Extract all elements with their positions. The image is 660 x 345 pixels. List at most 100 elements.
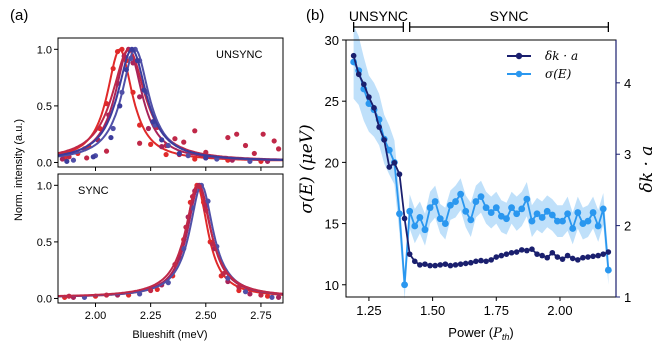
deltak-data-point-11 <box>406 251 413 257</box>
panel-a-label: (a) <box>10 7 29 24</box>
panel-a-xlabel: Blueshift (meV) <box>132 329 207 341</box>
sigma-data-point-46 <box>584 217 592 225</box>
deltak-data-point-33 <box>518 247 525 253</box>
panel-a-top-data-point-2-11 <box>225 134 231 141</box>
deltak-data-point-35 <box>529 246 535 252</box>
deltak-data-point-22 <box>462 260 469 267</box>
deltak-data-point-17 <box>437 262 444 268</box>
panel-b-xtick-label-1: 1.50 <box>420 303 445 318</box>
deltak-data-point-0 <box>350 52 357 59</box>
sigma-data-point-20 <box>452 198 459 205</box>
panel-a-top-data-point-4-6 <box>134 58 141 64</box>
panel-a-bottom-data-point-3-8 <box>209 241 216 247</box>
panel-a-top-data-point-0-11 <box>148 141 154 147</box>
panel-a-bottom-data-point-2-6 <box>205 198 211 204</box>
panel-a-top-data-point-2-8 <box>192 128 198 134</box>
panel-a-top-data-point-3-2 <box>110 125 116 132</box>
panel-b-ytick-right-label-2: 3 <box>624 147 631 162</box>
deltak-data-point-31 <box>508 249 515 256</box>
panel-a-top-data-point-0-10 <box>137 122 143 128</box>
deltak-data-point-26 <box>483 258 489 265</box>
panel-a-ylabel: Norm. intensity (a.u.) <box>13 119 25 221</box>
deltak-data-point-24 <box>473 258 479 265</box>
panel-a-top-data-point-0-12 <box>163 151 169 158</box>
deltak-data-point-14 <box>422 261 428 267</box>
panel-a-bottom-data-point-3-7 <box>203 207 209 213</box>
deltak-data-point-4 <box>371 105 377 111</box>
panel-a-top-data-point-2-15 <box>260 131 266 137</box>
sigma-data-point-14 <box>421 226 429 234</box>
sigma-data-point-23 <box>467 216 475 224</box>
deltak-data-point-32 <box>513 249 520 255</box>
panel-a-top-data-point-4-1 <box>90 154 96 160</box>
panel-a-top-data-point-2-12 <box>234 131 240 137</box>
sigma-data-point-36 <box>533 210 541 218</box>
panel-a-top-data-point-4-0 <box>64 158 70 164</box>
panel-a-top-data-point-0-13 <box>192 156 198 162</box>
deltak-data-point-42 <box>564 252 571 259</box>
deltak-data-point-49 <box>600 251 607 257</box>
panel-a-bottom-frame <box>57 173 284 304</box>
panel-b: 10 15 20 25 30 1 2 3 4 1.25 1.50 1.75 2.00 Power (Pth… <box>297 8 657 342</box>
sigma-data-point-49 <box>599 205 607 213</box>
panel-a-bottom-data-point-3-5 <box>189 194 196 200</box>
panel-a-bottom-fit-curve-1 <box>58 184 283 298</box>
panel-a-top: 0.0 0.5 1.0 UNSYNC <box>37 37 284 171</box>
sigma-data-point-50 <box>604 266 612 274</box>
panel-a-bottom-data-point-1-11 <box>275 294 282 300</box>
sigma-data-point-30 <box>503 215 510 223</box>
panel-b-ytick-right-label-3: 4 <box>624 76 631 91</box>
panel-a-bottom-data-point-1-10 <box>247 291 253 297</box>
deltak-data-point-13 <box>417 262 423 268</box>
sigma-data-point-47 <box>589 209 597 216</box>
sigma-data-point-35 <box>528 217 536 225</box>
panel-b-ylabel-left: σ(E) (μeV) <box>297 124 317 213</box>
deltak-data-point-36 <box>534 251 540 257</box>
panel-a-bottom-fit-curve-3 <box>58 184 283 297</box>
panel-a-top-data-point-4-9 <box>159 137 165 143</box>
sigma-data-point-43 <box>569 225 577 232</box>
deltak-data-point-21 <box>457 261 464 267</box>
panel-b-ytick-left-label-4: 30 <box>325 33 339 48</box>
sigma-data-point-45 <box>579 220 587 227</box>
sigma-data-point-24 <box>472 198 480 205</box>
panel-a-bottom-data-point-3-1 <box>103 292 110 298</box>
panel-a-top-ytick-label-0: 0.0 <box>37 157 52 169</box>
sigma-data-point-10 <box>401 281 408 289</box>
deltak-data-point-2 <box>361 81 367 88</box>
panel-b-ytick-right-label-1: 2 <box>624 219 631 234</box>
panel-a-top-data-point-1-0 <box>59 156 66 162</box>
deltak-data-point-44 <box>574 257 581 263</box>
panel-a-top-data-point-3-3 <box>119 89 125 95</box>
sigma-data-point-13 <box>416 214 424 221</box>
panel-b-ylabel-right: δk · a <box>637 146 657 193</box>
panel-a-bottom-xtick-label-2: 2.50 <box>195 310 216 322</box>
sigma-data-point-15 <box>426 204 434 212</box>
sigma-data-point-42 <box>564 210 572 218</box>
panel-a-top-data-point-4-10 <box>176 150 182 157</box>
panel-a-bottom-xtick-label-3: 2.75 <box>250 310 271 322</box>
panel-a-bottom-data-point-3-3 <box>172 261 178 268</box>
deltak-data-point-15 <box>427 262 433 269</box>
deltak-data-point-45 <box>580 254 586 261</box>
sigma-data-point-18 <box>441 220 449 227</box>
sigma-data-point-41 <box>559 217 566 225</box>
panel-a-bottom-data-point-2-2 <box>165 280 171 286</box>
deltak-data-point-30 <box>503 251 510 257</box>
panel-a-bottom-annotation: SYNC <box>78 185 109 197</box>
panel-a-top-data-point-2-7 <box>181 139 187 145</box>
panel-a-top-data-point-1-7 <box>130 60 136 66</box>
panel-a-bottom-data-point-3-9 <box>220 270 227 277</box>
panel-b-xtick-label-0: 1.25 <box>356 303 381 318</box>
region-label-0: UNSYNC <box>349 8 408 24</box>
sigma-data-point-33 <box>518 205 526 213</box>
panel-b-xlabel: Power (Pth) <box>448 325 513 342</box>
panel-a-bottom-ytick-label-0: 0.0 <box>37 293 52 305</box>
panel-a-top-data-point-4-3 <box>117 103 123 109</box>
deltak-data-point-20 <box>452 262 459 268</box>
sigma-data-point-26 <box>482 204 490 212</box>
panel-a-bottom-data-point-2-10 <box>269 294 275 300</box>
panel-b-ytick-left-label-0: 10 <box>325 278 339 293</box>
region-label-1: SYNC <box>490 8 529 24</box>
